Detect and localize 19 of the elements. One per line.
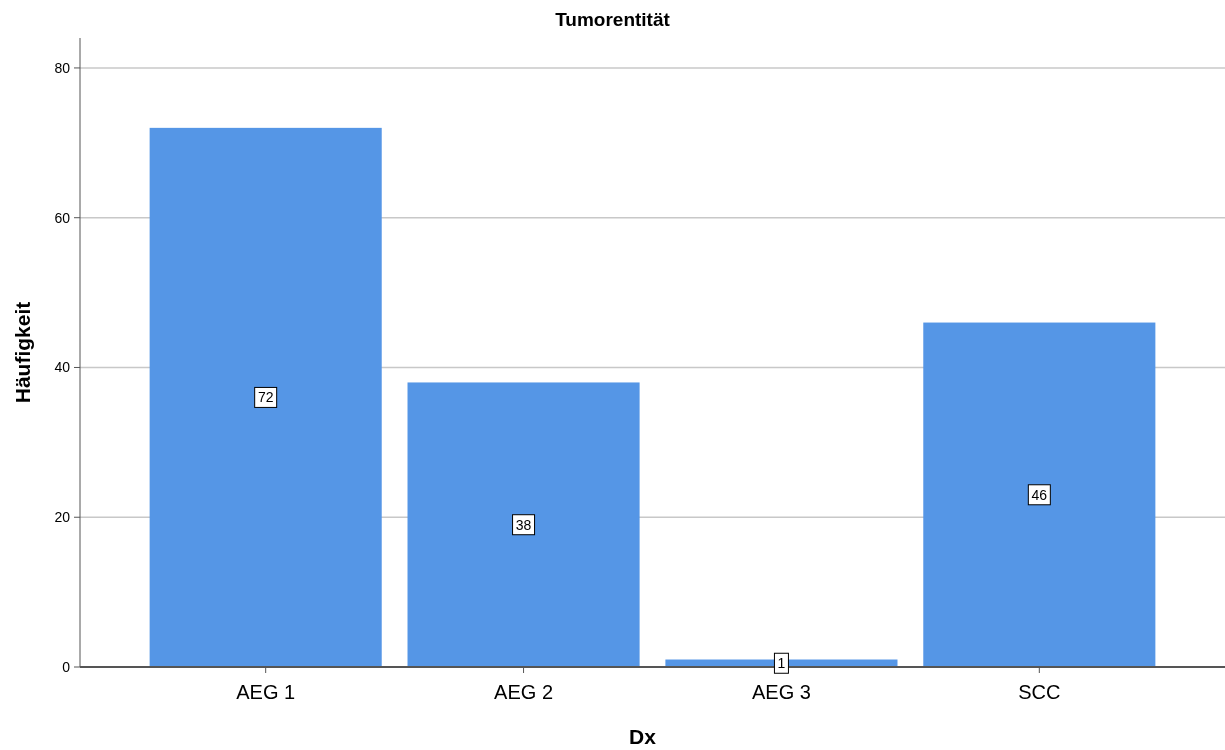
data-label: 46 bbox=[1031, 486, 1048, 503]
y-axis-title: Häufigkeit bbox=[11, 301, 34, 404]
x-tick-label: SCC bbox=[1018, 681, 1061, 703]
data-label: 1 bbox=[777, 655, 786, 672]
x-axis-title: Dx bbox=[629, 725, 657, 748]
x-tick-label: AEG 3 bbox=[751, 681, 811, 703]
y-tick-label: 40 bbox=[54, 359, 71, 376]
bar bbox=[149, 127, 382, 667]
bar bbox=[923, 322, 1156, 667]
y-tick-label: 80 bbox=[54, 59, 71, 76]
y-tick-label: 60 bbox=[54, 209, 71, 226]
data-label: 38 bbox=[515, 516, 532, 533]
y-tick-label: 0 bbox=[62, 659, 71, 675]
bar bbox=[407, 382, 640, 667]
x-tick-label: AEG 1 bbox=[236, 681, 296, 703]
data-label: 72 bbox=[257, 389, 274, 406]
y-tick-label: 20 bbox=[54, 509, 71, 526]
x-tick-label: AEG 2 bbox=[494, 681, 554, 703]
chart-title: Tumorentität bbox=[555, 9, 671, 30]
